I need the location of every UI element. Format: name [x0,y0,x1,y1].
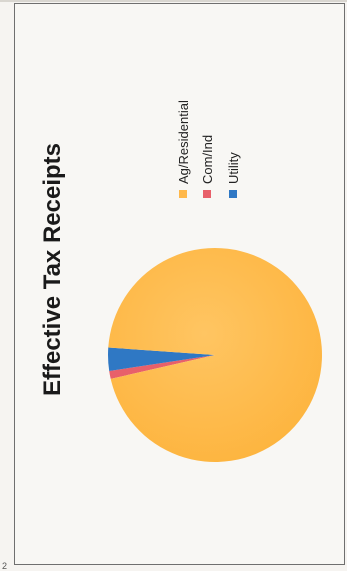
page-top-edge [0,0,347,2]
pie-slice-com-ind [109,355,215,379]
pie-slice-ag-residential [108,247,322,462]
pie-slice-utility [107,347,215,372]
legend-label-utility: Utility [226,152,241,184]
legend-label-ag-residential: Ag/Residential [176,100,191,184]
chart-title: Effective Tax Receipts [39,143,66,396]
legend-swatch-utility [229,190,237,198]
legend-swatch-com-ind [203,190,211,198]
legend-label-com-ind: Com/Ind [200,135,215,184]
page-mark: 2 [2,561,7,571]
legend-swatch-ag-residential [179,190,187,198]
chart-legend: Ag/Residential Com/Ind Utility [176,100,241,198]
pie-slices [107,247,322,462]
